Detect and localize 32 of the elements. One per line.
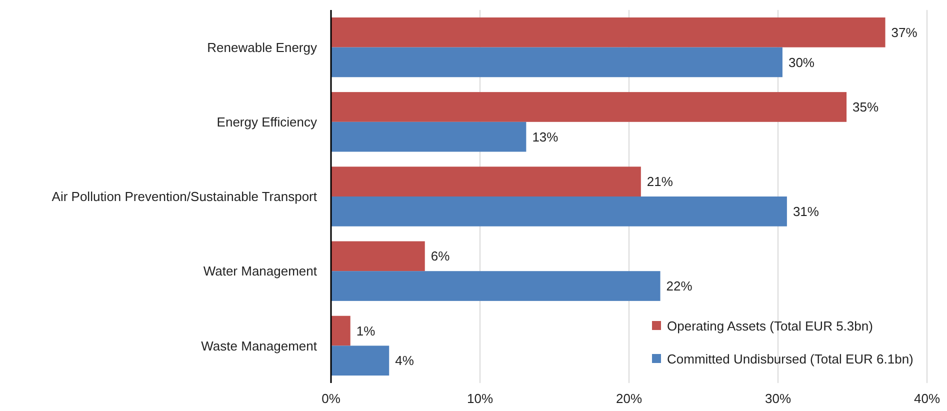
bar (331, 346, 390, 376)
y-tick-label: Renewable Energy (207, 40, 318, 55)
data-label: 37% (891, 24, 918, 40)
data-label: 31% (792, 204, 820, 219)
bar (331, 196, 787, 226)
bar (331, 241, 425, 272)
y-tick-label: Energy Efficiency (216, 114, 318, 130)
legend-label: Operating Assets (Total EUR 5.3bn) (667, 318, 873, 334)
y-tick-label: Waste Management (201, 338, 318, 354)
bar (331, 47, 782, 78)
x-tick-label: 10% (466, 391, 494, 406)
data-label: 21% (646, 174, 674, 190)
bar (331, 17, 886, 48)
x-tick-label: 20% (616, 391, 642, 406)
data-label: 30% (788, 54, 815, 70)
bar (331, 166, 641, 196)
data-label: 13% (532, 129, 559, 144)
bar (331, 92, 847, 122)
bar (331, 122, 526, 152)
data-label: 4% (395, 353, 414, 368)
x-tick-label: 0% (322, 391, 341, 406)
bar (331, 271, 660, 301)
y-tick-label: Air Pollution Prevention/Sustainable Transport (52, 189, 318, 204)
y-tick-label: Water Management (203, 264, 318, 279)
data-label: 6% (430, 248, 450, 264)
legend-label: Committed Undisbursed (Total EUR 6.1bn) (667, 352, 914, 367)
bar (331, 316, 350, 346)
x-tick-label: 30% (764, 391, 792, 406)
data-label: 35% (852, 100, 879, 115)
data-label: 1% (356, 323, 376, 338)
x-tick-label: 40% (914, 391, 940, 406)
data-label: 22% (666, 278, 693, 294)
